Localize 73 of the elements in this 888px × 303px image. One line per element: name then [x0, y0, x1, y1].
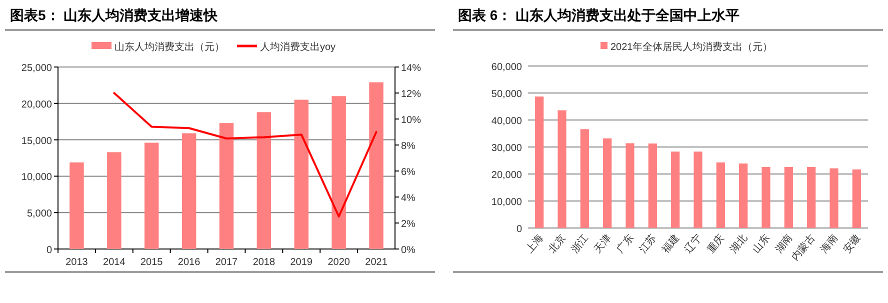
bar [807, 166, 816, 228]
y-tick-label: 10,000 [21, 172, 52, 184]
bar [182, 133, 196, 249]
bar [762, 166, 770, 228]
x-tick-label: 浙江 [568, 232, 591, 256]
y-tick-label: 20,000 [21, 99, 52, 110]
y-tick-label: 30,000 [491, 143, 522, 154]
bar [580, 129, 589, 228]
bar [294, 100, 309, 249]
bar [332, 96, 346, 249]
x-tick-label: 山东 [750, 232, 772, 256]
bar [107, 152, 122, 249]
chart-title: 图表5： 山东人均消费支出增速快 [10, 7, 219, 23]
legend-label: 2021年全体居民人均消费支出（元） [610, 41, 773, 53]
y-tick-label: 0 [516, 224, 522, 235]
legend-label: 人均消费支出yoy [260, 41, 336, 53]
legend-label: 山东人均消费支出（元） [114, 41, 224, 53]
bar [694, 152, 702, 228]
bar [626, 143, 634, 228]
x-tick-label: 2019 [290, 257, 313, 268]
y2-tick-label: 12% [401, 89, 422, 100]
x-tick-label: 北京 [546, 232, 568, 256]
x-tick-label: 辽宁 [682, 232, 704, 256]
bar [70, 162, 84, 249]
y-tick-label: 10,000 [491, 197, 522, 208]
x-tick-label: 2015 [140, 257, 164, 268]
y2-tick-label: 4% [401, 193, 416, 204]
y2-tick-label: 8% [401, 141, 416, 152]
x-tick-label: 福建 [660, 232, 682, 256]
bar [369, 82, 384, 249]
chart-title: 图表 6： 山东人均消费支出处于全国中上水平 [458, 7, 740, 23]
y-tick-label: 0 [46, 245, 52, 256]
bar [739, 163, 748, 228]
line-series [113, 92, 378, 218]
bar [671, 152, 680, 228]
y2-tick-label: 0% [401, 245, 416, 256]
x-tick-label: 天津 [592, 232, 614, 256]
y-tick-label: 50,000 [491, 89, 522, 100]
bar [558, 110, 566, 228]
y-tick-label: 25,000 [21, 63, 52, 74]
x-tick-label: 2013 [66, 257, 88, 268]
x-tick-label: 海南 [818, 232, 840, 256]
bar [256, 112, 272, 249]
x-tick-label: 安徽 [840, 232, 863, 256]
bar [535, 96, 544, 228]
x-tick-label: 2017 [215, 257, 238, 268]
y2-tick-label: 14% [401, 63, 422, 74]
y2-tick-label: 6% [401, 167, 416, 178]
x-tick-label: 广东 [614, 232, 636, 256]
bar [648, 143, 657, 228]
bar [219, 123, 234, 249]
bar [716, 162, 725, 228]
bar [784, 166, 793, 228]
y2-tick-label: 2% [401, 219, 416, 230]
x-tick-label: 重庆 [704, 232, 727, 256]
x-tick-label: 2021 [365, 257, 388, 268]
bar [144, 142, 159, 249]
y-tick-label: 40,000 [491, 116, 522, 127]
y-tick-label: 5,000 [26, 208, 52, 220]
x-tick-label: 上海 [524, 232, 546, 256]
y-tick-label: 15,000 [21, 136, 52, 147]
bar [852, 169, 861, 228]
y-tick-label: 20,000 [491, 170, 522, 181]
x-tick-label: 2020 [328, 257, 350, 268]
x-tick-label: 2016 [178, 257, 201, 268]
bar [830, 168, 838, 228]
x-tick-label: 江苏 [636, 232, 659, 256]
x-tick-label: 2014 [103, 257, 126, 268]
y-tick-label: 60,000 [491, 62, 522, 73]
x-tick-label: 2018 [252, 257, 276, 268]
x-tick-label: 湖北 [728, 232, 750, 256]
y2-tick-label: 10% [401, 115, 422, 126]
bar [603, 138, 612, 228]
